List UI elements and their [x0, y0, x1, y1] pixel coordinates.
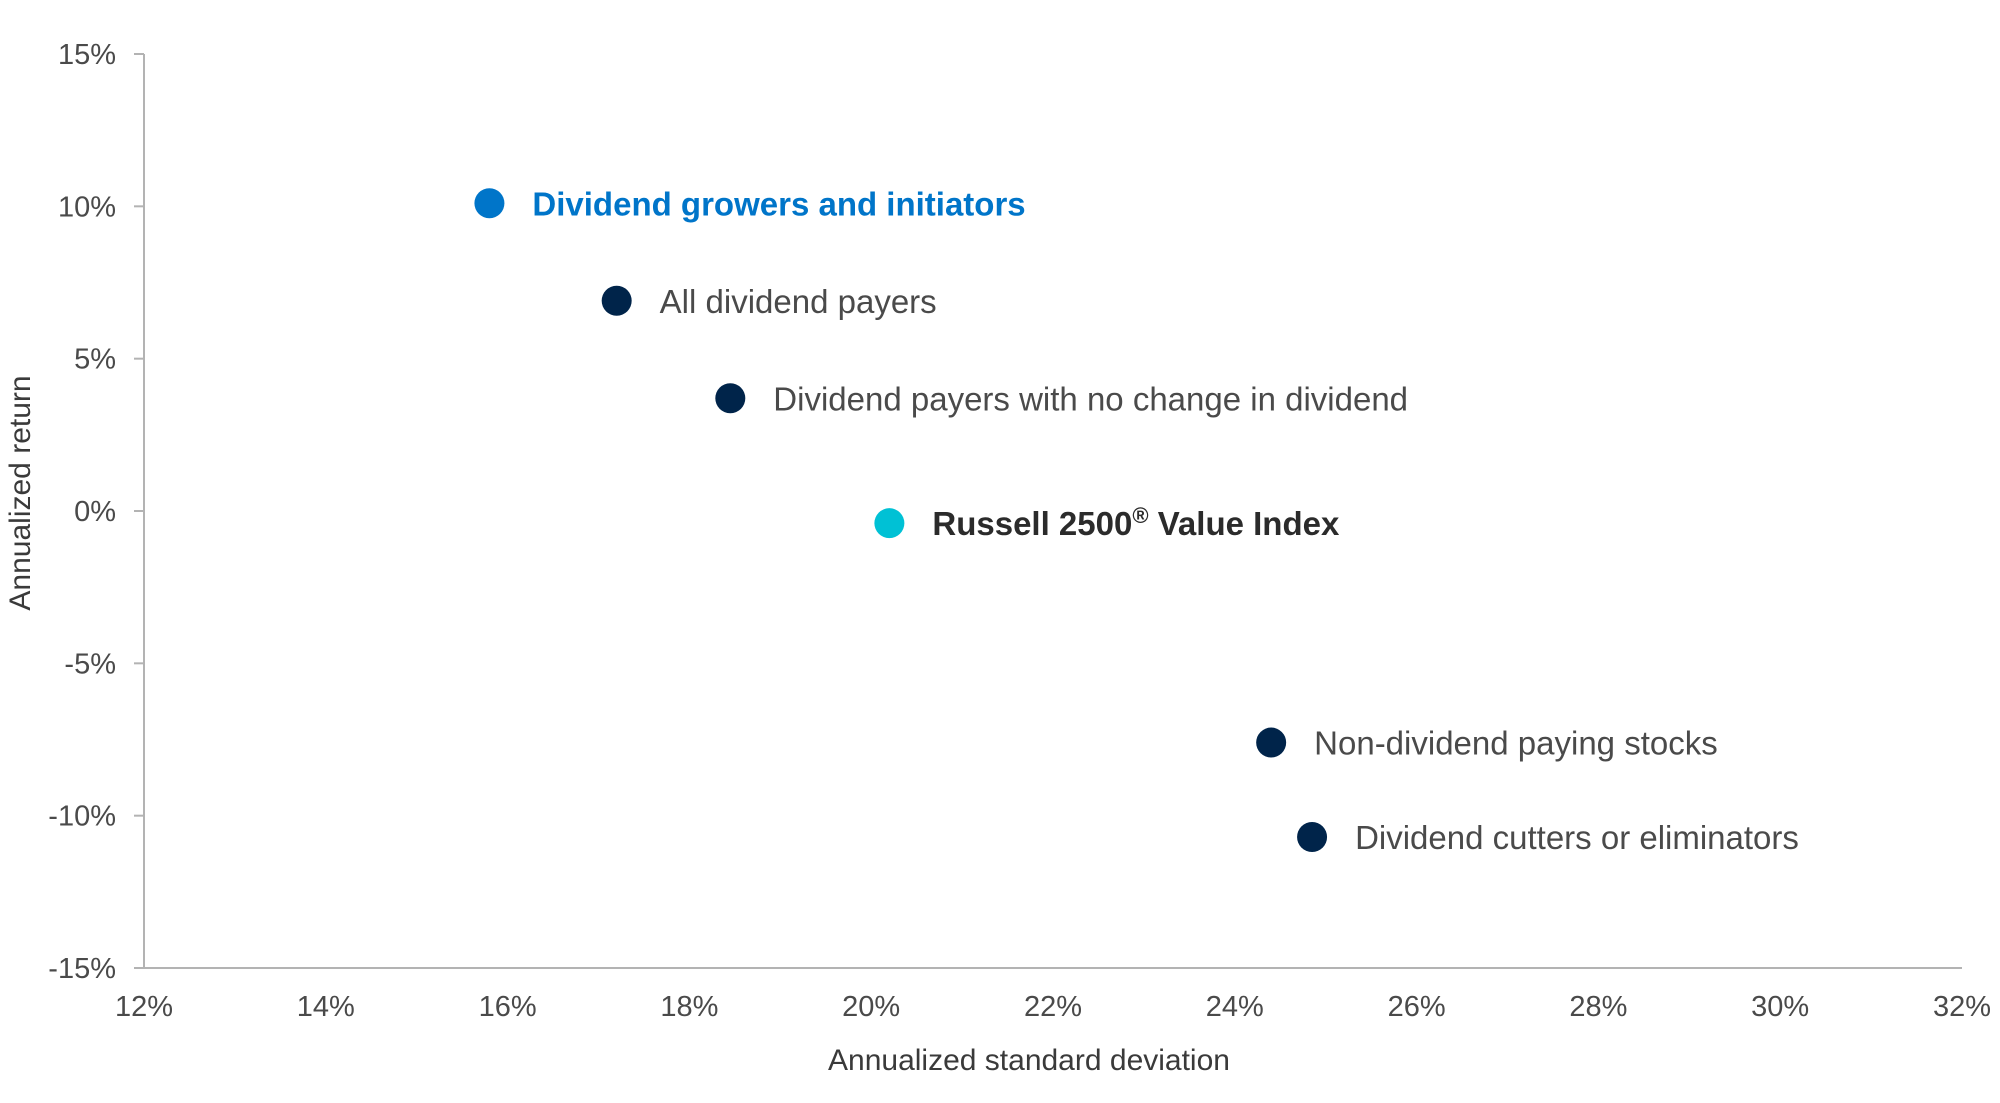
y-tick-label: 0%: [74, 496, 116, 528]
label-text: Dividend growers and initiators: [532, 185, 1025, 222]
data-point: [1297, 821, 1328, 852]
series-point-group: Russell 2500® Value Index: [874, 503, 1340, 543]
data-point-label: Dividend payers with no change in divide…: [773, 380, 1408, 417]
y-tick-label: -15%: [48, 953, 116, 985]
x-tick-label: 26%: [1388, 991, 1446, 1023]
x-tick-label: 24%: [1206, 991, 1264, 1023]
y-tick-label: 15%: [58, 39, 116, 71]
x-tick-label: 18%: [660, 991, 718, 1023]
data-point: [474, 188, 505, 219]
data-points: Dividend growers and initiators All divid…: [474, 185, 1799, 856]
label-superscript: ®: [1132, 503, 1148, 528]
data-point-label: Non-dividend paying stocks: [1314, 725, 1718, 762]
data-point: [874, 508, 905, 539]
y-axis-title: Annualized return: [4, 375, 37, 610]
series-point-group: All dividend payers: [601, 283, 937, 320]
series-point-group: Non-dividend paying stocks: [1256, 725, 1718, 762]
data-point-label: All dividend payers: [660, 283, 937, 320]
series-point-group: Dividend cutters or eliminators: [1297, 819, 1799, 856]
label-suffix: Value Index: [1149, 505, 1340, 542]
series-point-group: Dividend payers with no change in divide…: [715, 380, 1408, 417]
data-point-label: Russell 2500® Value Index: [932, 503, 1340, 543]
x-axis-title: Annualized standard deviation: [828, 1044, 1230, 1077]
x-tick-label: 28%: [1569, 991, 1627, 1023]
x-axis-ticks: 12% 14% 16% 18% 20% 22% 24% 26% 28% 30% 32%: [115, 991, 1991, 1023]
label-text: Dividend payers with no change in divide…: [773, 380, 1408, 417]
label-text: Russell 2500: [932, 505, 1132, 542]
y-tick-label: 10%: [58, 191, 116, 223]
data-point: [715, 383, 746, 414]
series-point-group: Dividend growers and initiators: [474, 185, 1026, 222]
x-tick-label: 20%: [842, 991, 900, 1023]
data-point: [601, 285, 632, 316]
y-tick-label: -10%: [48, 801, 116, 833]
x-tick-label: 16%: [479, 991, 537, 1023]
x-tick-label: 32%: [1933, 991, 1991, 1023]
y-axis-ticks: 15% 10% 5% 0% -5% -10% -15%: [48, 39, 144, 985]
y-tick-label: -5%: [64, 648, 116, 680]
x-tick-label: 30%: [1751, 991, 1809, 1023]
label-text: Non-dividend paying stocks: [1314, 725, 1718, 762]
x-tick-label: 22%: [1024, 991, 1082, 1023]
x-tick-label: 14%: [297, 991, 355, 1023]
label-text: All dividend payers: [660, 283, 937, 320]
label-text: Dividend cutters or eliminators: [1355, 819, 1799, 856]
data-point-label: Dividend cutters or eliminators: [1355, 819, 1799, 856]
x-tick-label: 12%: [115, 991, 173, 1023]
data-point: [1256, 727, 1287, 758]
y-tick-label: 5%: [74, 344, 116, 376]
data-point-label: Dividend growers and initiators: [532, 185, 1025, 222]
